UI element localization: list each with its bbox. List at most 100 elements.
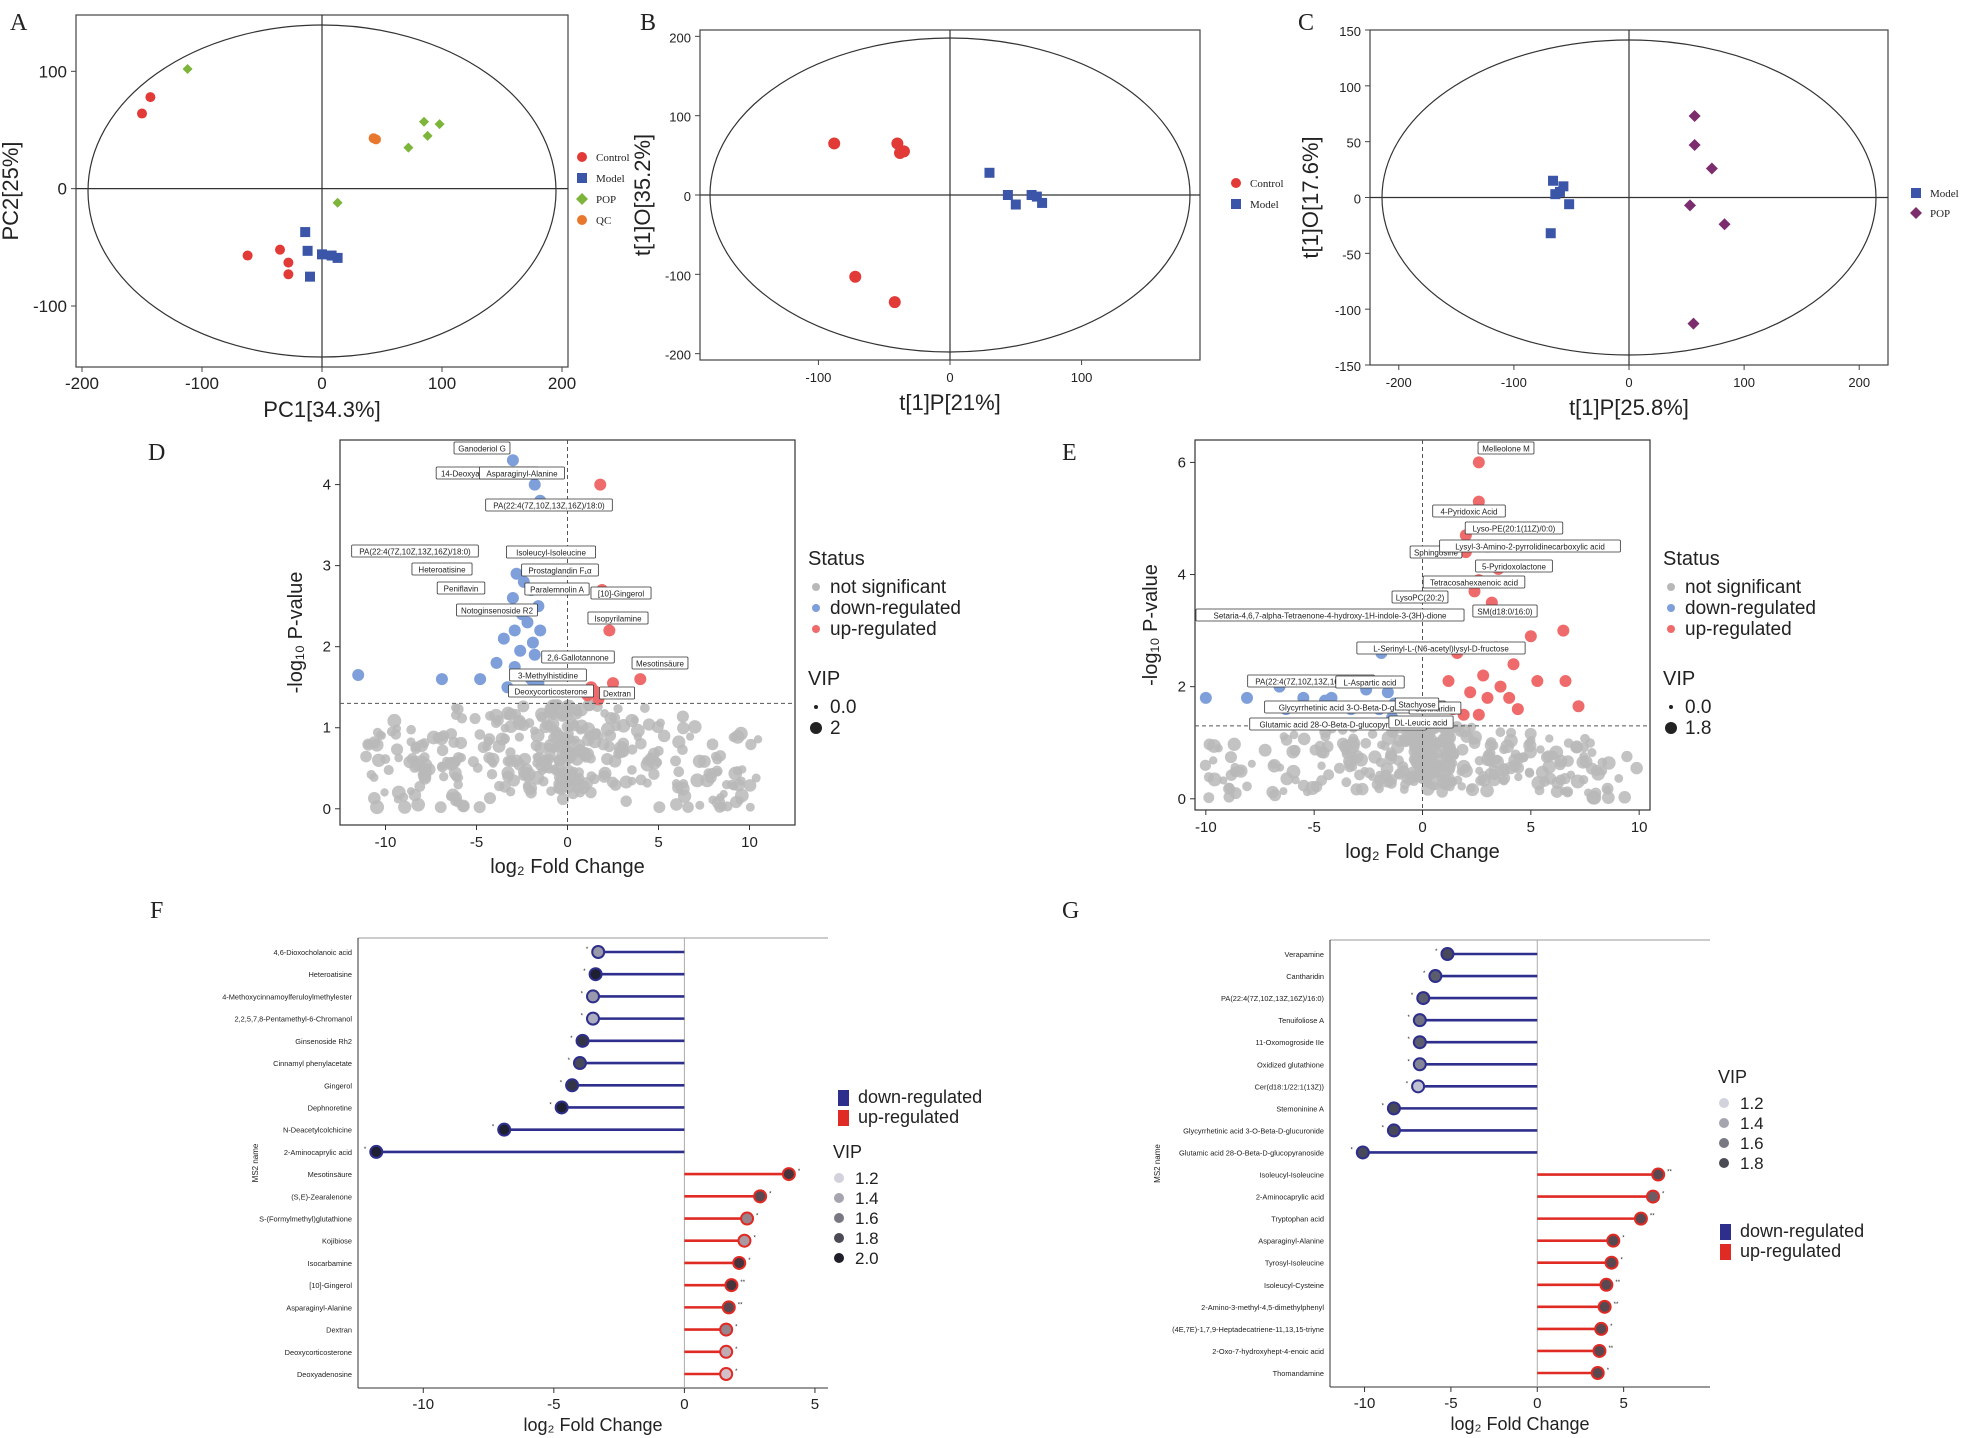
not-significant-point [1524,738,1534,748]
metabolite-name: (4E,7E)-1,7,9-Heptadecatriene-11,13,15-t… [1172,1325,1324,1334]
vip-legend-label: 2 [830,718,841,739]
legend-swatch [1720,1224,1731,1240]
significance-mark: * [1382,1125,1385,1131]
metabolite-name: Kojibiose [322,1237,352,1246]
lollipop-vip-dot [499,1124,510,1135]
lollipop-vip-dot [742,1213,753,1224]
not-significant-point [735,796,744,805]
metabolite-name: Thomandamine [1273,1369,1324,1378]
annotation-label: SM(d18:0/16:0) [1477,608,1532,617]
up-regulated-point [1442,675,1455,688]
lollipop-vip-dot [1606,1257,1617,1268]
not-significant-point [1224,751,1237,764]
down-regulated-point [534,624,547,637]
metabolite-name: (S,E)-Zearalenone [291,1192,352,1201]
legend-marker-control [1231,178,1241,188]
annotation-label: Setaria-4,6,7-alpha-Tetraenone-4-hydroxy… [1213,612,1447,621]
not-significant-point [566,736,577,747]
annotation-label: Paralemnolin A [530,586,584,595]
y-axis-label: MS2 name [1153,1144,1162,1183]
not-significant-point [585,786,597,799]
not-significant-point [436,744,449,757]
x-axis-label: log₂ Fold Change [523,1415,662,1435]
legend-label-qc: QC [596,215,611,227]
not-significant-point [394,753,403,763]
not-significant-point [627,744,638,755]
down-regulated-point [506,592,519,605]
metabolite-name: Tryptophan acid [1271,1215,1324,1224]
significance-mark: * [769,1191,772,1197]
legend-label-control: Control [1250,178,1284,190]
not-significant-point [546,786,556,796]
not-significant-point [1576,755,1590,769]
vip-legend-label: 0.0 [830,697,856,718]
up-regulated-point [594,478,607,491]
not-significant-point [676,710,689,723]
not-significant-point [639,703,650,713]
data-point-model [1550,189,1561,200]
not-significant-point [517,700,530,713]
significance-mark: * [560,1080,563,1086]
significance-mark: * [570,1036,573,1042]
not-significant-point [474,729,486,740]
lollipop-vip-dot [577,1035,588,1046]
significance-mark: * [1435,949,1438,955]
x-tick-label: -200 [65,374,99,393]
significance-mark: * [1622,1236,1625,1242]
metabolite-name: Stemoninine A [1276,1104,1324,1113]
x-tick-label: 5 [1527,819,1535,836]
not-significant-point [502,756,513,767]
metabolite-name: Tenuifoliose A [1278,1016,1324,1025]
not-significant-point [1209,756,1218,765]
not-significant-point [1585,738,1595,748]
annotation-box [505,545,596,559]
legend-swatch [1720,1244,1731,1260]
lollipop-vip-dot [1648,1191,1658,1202]
not-significant-point [1456,767,1465,777]
legend-marker-model [577,173,587,183]
not-significant-point [1404,775,1415,786]
data-point-control [891,137,904,150]
legend-marker [812,583,820,591]
legend-label: up-regulated [1740,1241,1841,1261]
not-significant-point [469,713,481,725]
not-significant-point [1539,776,1550,787]
x-axis-label: log₂ Fold Change [490,856,645,878]
not-significant-point [439,772,449,782]
down-regulated-point [352,669,365,682]
up-regulated-point [1481,691,1494,704]
lollipop-vip-dot [734,1257,745,1268]
data-point-pop [422,130,433,141]
not-significant-point [1199,759,1212,771]
legend-label-model: Model [1250,199,1279,211]
vip-legend-label: 1.8 [1740,1154,1764,1173]
not-significant-point [671,779,681,788]
not-significant-point [700,773,715,788]
not-significant-point [360,750,372,763]
annotation-box [509,668,587,682]
lollipop-vip-dot [1357,1147,1368,1158]
metabolite-name: 2-Aminocaprylic acid [1256,1193,1324,1202]
lollipop-vip-dot [721,1346,732,1357]
significance-mark: * [583,969,586,975]
not-significant-point [1377,740,1386,750]
legend-label: down-regulated [1685,598,1816,619]
not-significant-point [1383,775,1396,787]
x-tick-label: 10 [741,834,758,851]
not-significant-point [366,769,376,780]
x-tick-label: 0 [1533,1395,1541,1412]
legend-label: up-regulated [1685,619,1792,640]
data-point-control [888,296,901,309]
significance-mark: * [756,1214,759,1220]
not-significant-point [601,752,614,766]
metabolite-name: Oxidized glutathione [1257,1060,1324,1069]
not-significant-point [1391,740,1405,754]
not-significant-point [656,718,665,728]
data-point-model [1002,190,1013,200]
annotation-label: Glycyrrhetinic acid 3-O-Beta-D-glucuroni… [1279,704,1432,713]
metabolite-name: Asparaginyl-Alanine [1258,1237,1324,1246]
lollipop-vip-dot [593,947,604,957]
annotation-box [631,656,689,670]
metabolite-name: Deoxycorticosterone [285,1348,352,1357]
panel-f-lollipop: * 4,6-Dioxocholanoic acid * Heteroatisine * 4… [222,937,982,1435]
